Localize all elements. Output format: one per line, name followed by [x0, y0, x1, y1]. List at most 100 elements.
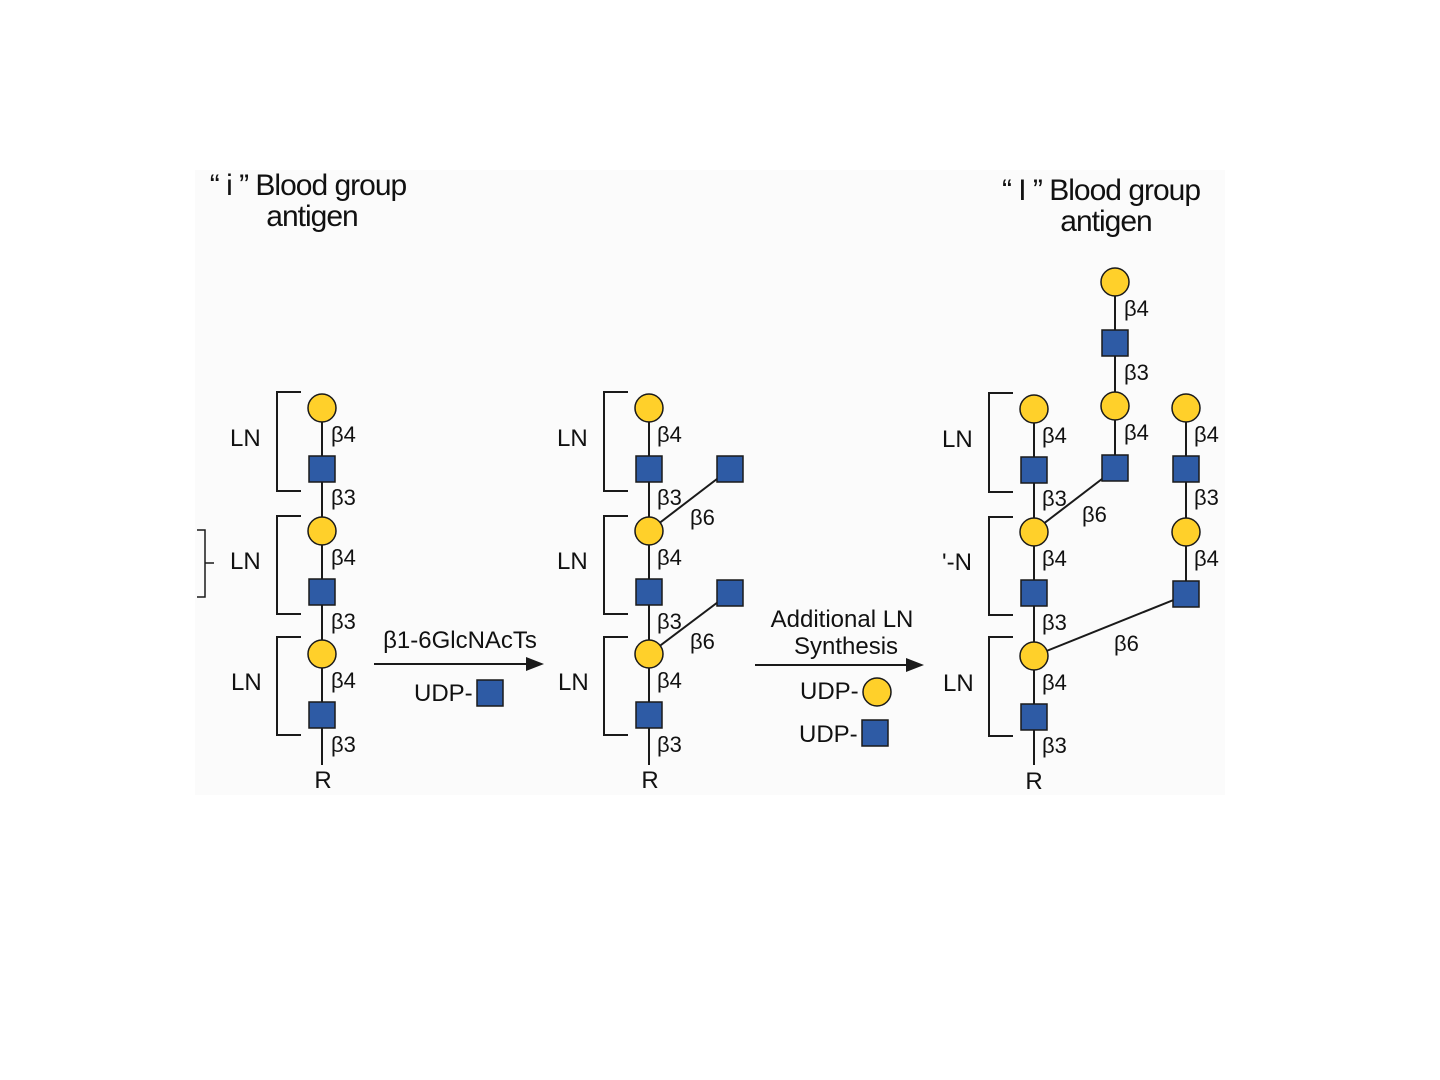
glcnac-icon: [1020, 579, 1048, 607]
glcnac-icon: [1020, 703, 1048, 731]
linkage-label: β3: [1042, 733, 1067, 758]
galactose-icon: [634, 639, 664, 669]
glcnac-icon: [1101, 454, 1129, 482]
linkage-label: β3: [331, 732, 356, 757]
galactose-icon: [634, 516, 664, 546]
linkage-label: β4: [331, 422, 356, 447]
linkage-label: β4: [657, 668, 682, 693]
ln-label: LN: [558, 669, 589, 696]
glcnac-icon: [308, 455, 336, 483]
linkage-label: β3: [657, 609, 682, 634]
right-title-line2: antigen: [1060, 205, 1151, 238]
linkage-label: β3: [1124, 360, 1149, 385]
linkage-label: β3: [1194, 485, 1219, 510]
linkage-label: β4: [1124, 296, 1149, 321]
linkage-label: β4: [1042, 546, 1067, 571]
ln-bracket: [276, 391, 301, 492]
ln-bracket: [988, 392, 1013, 493]
galactose-icon: [1019, 641, 1049, 671]
linkage-label: β4: [331, 668, 356, 693]
udp-donor-label: UDP-: [800, 678, 859, 705]
linkage-label: β6: [1114, 631, 1139, 656]
ln-label: LN: [231, 669, 262, 696]
galactose-icon: [1019, 394, 1049, 424]
glcnac-icon: [308, 578, 336, 606]
glcnac-icon: [635, 701, 663, 729]
linkage-label: β4: [1194, 546, 1219, 571]
galactose-icon: [862, 677, 892, 707]
ln-bracket: [603, 391, 628, 492]
diagram-panel: [195, 170, 1225, 795]
glcnac-icon: [861, 719, 889, 747]
linkage-label: β4: [1042, 423, 1067, 448]
linkage-label: β6: [1082, 502, 1107, 527]
glcnac-icon: [635, 455, 663, 483]
glcnac-icon: [635, 578, 663, 606]
branch-glcnac-icon: [716, 579, 744, 607]
linkage-label: β4: [331, 545, 356, 570]
ln-bracket: [988, 516, 1013, 616]
step2-label-line2: Synthesis: [794, 633, 898, 660]
galactose-icon: [1019, 517, 1049, 547]
I-antigen-structure: LN '-N LN β4 β3 β4 β3 β4 β3 β4 β3 β4 β6 …: [942, 267, 1219, 795]
galactose-icon: [307, 639, 337, 669]
linkage-label: β3: [331, 609, 356, 634]
ln-label: LN: [557, 425, 588, 452]
linkage-label: β6: [690, 505, 715, 530]
galactose-icon: [1100, 391, 1130, 421]
arrow-head-icon: [906, 658, 924, 672]
branch-glcnac-icon: [716, 455, 744, 483]
i-antigen-structure: LN LN LN β4 β3 β4 β3 β4 β3 R: [197, 391, 356, 794]
galactose-icon: [1100, 267, 1130, 297]
reducing-end-label: R: [1025, 768, 1042, 795]
linkage-label: β4: [657, 422, 682, 447]
ln-label: LN: [230, 548, 261, 575]
left-title-line1: “ i ” Blood group: [210, 169, 407, 202]
ln-bracket: [276, 636, 301, 736]
glcnac-icon: [1020, 456, 1048, 484]
ln-label: LN: [942, 426, 973, 453]
glcnac-icon: [1101, 329, 1129, 357]
glcnac-icon: [1172, 580, 1200, 608]
glcnac-icon: [1172, 455, 1200, 483]
linkage-label: β6: [690, 629, 715, 654]
galactose-icon: [634, 393, 664, 423]
linkage-label: β3: [1042, 486, 1067, 511]
linkage-label: β3: [657, 732, 682, 757]
left-title-line2: antigen: [266, 200, 357, 233]
linkage-label: β3: [657, 485, 682, 510]
udp-donor-label: UDP-: [414, 680, 473, 707]
arrow-head-icon: [526, 657, 544, 671]
ln-bracket: [603, 515, 628, 615]
linkage-label: β4: [1124, 420, 1149, 445]
ln-bracket: [276, 515, 301, 615]
reducing-end-label: R: [641, 767, 658, 794]
udp-donor-label: UDP-: [799, 721, 858, 748]
ln-label: LN: [230, 425, 261, 452]
galactose-icon: [307, 516, 337, 546]
ln-label: LN: [943, 670, 974, 697]
step1-reaction: β1-6GlcNAcTs UDP-: [374, 627, 544, 707]
step2-label-line1: Additional LN: [771, 606, 914, 633]
stray-brace: [197, 529, 214, 598]
galactose-icon: [1171, 517, 1201, 547]
intermediate-structure: LN LN LN β4 β3 β6 β4 β3 β6 β4 β3 R: [557, 391, 744, 794]
glcnac-icon: [476, 679, 504, 707]
enzyme-label: β1-6GlcNAcTs: [383, 627, 537, 654]
galactose-icon: [1171, 393, 1201, 423]
ln-bracket: [988, 636, 1013, 737]
ln-bracket: [603, 636, 628, 736]
linkage-label: β4: [657, 545, 682, 570]
glcnac-icon: [308, 701, 336, 729]
ln-label-partial: '-N: [942, 549, 972, 576]
linkage-label: β3: [1042, 610, 1067, 635]
reducing-end-label: R: [314, 767, 331, 794]
ln-label: LN: [557, 548, 588, 575]
galactose-icon: [307, 393, 337, 423]
linkage-label: β3: [331, 485, 356, 510]
right-title-line1: “ I ” Blood group: [1002, 174, 1200, 207]
linkage-label: β4: [1194, 422, 1219, 447]
linkage-label: β4: [1042, 670, 1067, 695]
